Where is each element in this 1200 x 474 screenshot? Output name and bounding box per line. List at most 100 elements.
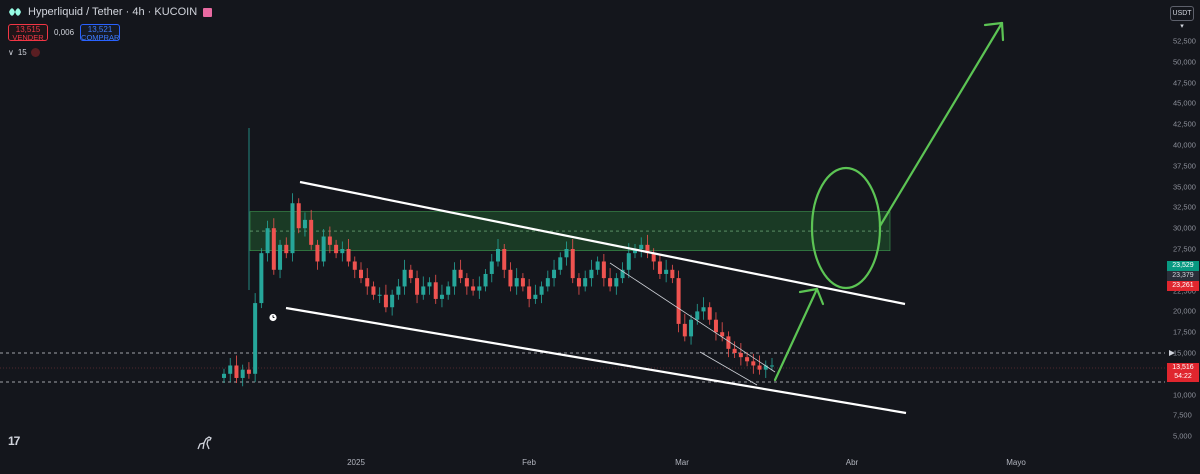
sell-button[interactable]: 13,515 VENDER [8,24,48,42]
channel-lower-line[interactable] [285,306,907,415]
candle[interactable] [340,241,345,262]
candle[interactable] [570,239,575,284]
candle[interactable] [427,277,432,295]
candle[interactable] [633,244,637,259]
candle[interactable] [720,322,725,342]
candle[interactable] [564,241,569,266]
candle[interactable] [639,237,644,258]
flag-icon[interactable] [203,7,213,17]
candle[interactable] [290,193,295,262]
candle[interactable] [377,287,382,304]
candle[interactable] [278,239,283,279]
projection-ellipse[interactable] [810,166,882,290]
candle[interactable] [664,259,669,283]
candle[interactable] [489,253,494,283]
candle[interactable] [253,293,258,383]
candle[interactable] [583,270,588,292]
candle[interactable] [738,343,743,366]
candle[interactable] [327,226,332,254]
candle[interactable] [452,262,457,295]
candle[interactable] [259,248,264,309]
indicators-toggle[interactable]: ∨ 15 [8,48,40,57]
candle[interactable] [657,253,662,279]
candle[interactable] [371,281,376,300]
candle[interactable] [296,198,301,234]
candle[interactable] [302,212,307,237]
candle[interactable] [315,239,320,270]
candle[interactable] [383,284,388,313]
candle[interactable] [496,239,500,267]
candle[interactable] [246,362,251,379]
wedge-lower-line[interactable] [699,351,758,386]
candle[interactable] [676,270,681,333]
candle[interactable] [552,259,557,287]
candle[interactable] [695,303,700,325]
candle[interactable] [589,259,594,287]
candle[interactable] [770,357,774,371]
candle[interactable] [651,248,656,270]
candle[interactable] [359,262,363,284]
candle[interactable] [222,368,226,383]
candle[interactable] [527,278,532,308]
candle[interactable] [620,262,625,284]
candle[interactable] [352,256,357,279]
wedge-upper-line[interactable] [609,262,776,373]
candle[interactable] [433,274,438,304]
candle[interactable] [309,209,314,250]
symbol-legend[interactable]: Hyperliquid / Tether · 4h · KUCOIN [8,6,213,18]
candle[interactable] [545,270,550,292]
candle[interactable] [471,278,476,296]
candle[interactable] [689,314,694,345]
candle[interactable] [265,220,270,262]
candle[interactable] [701,297,706,320]
candle[interactable] [483,268,488,292]
dinosaur-icon[interactable] [196,435,214,451]
candle[interactable] [334,239,339,259]
candle[interactable] [284,237,289,259]
chevron-down-icon[interactable]: ∨ [8,48,14,57]
candle[interactable] [601,253,606,287]
candle[interactable] [539,281,544,304]
projection-arrow-short[interactable] [773,287,819,382]
candle[interactable] [415,270,420,304]
candle[interactable] [614,273,619,295]
candle[interactable] [240,364,245,387]
candle[interactable] [234,355,239,383]
candle[interactable] [751,353,756,374]
candle[interactable] [271,218,276,275]
candle[interactable] [576,273,581,295]
candle[interactable] [732,341,737,358]
candle[interactable] [502,244,507,279]
candle[interactable] [670,264,675,284]
candle[interactable] [346,239,351,267]
candle[interactable] [757,355,762,375]
candle[interactable] [464,273,469,295]
candle[interactable] [726,331,731,358]
candle[interactable] [477,276,482,299]
candle[interactable] [558,252,563,275]
candle[interactable] [365,268,370,295]
candle[interactable] [446,281,451,300]
candle[interactable] [321,229,326,267]
candle[interactable] [514,268,519,295]
candle[interactable] [713,312,718,341]
candle[interactable] [402,259,407,295]
candle[interactable] [763,360,768,378]
candle[interactable] [396,278,401,300]
buy-button[interactable]: 13,521 COMPRAR [80,24,121,42]
candle[interactable] [745,352,750,367]
tradingview-logo-icon[interactable]: 17 [8,434,20,448]
candle[interactable] [707,302,712,325]
candle[interactable] [390,289,395,316]
alert-dot-icon[interactable] [30,48,40,57]
alarm-clock-icon[interactable] [268,312,278,322]
candle[interactable] [682,313,687,342]
candle[interactable] [520,273,525,292]
candle[interactable] [645,234,650,259]
projection-arrow-long[interactable] [878,21,1004,228]
channel-upper-line[interactable] [299,180,906,306]
candle[interactable] [595,256,600,275]
candle[interactable] [458,259,463,284]
